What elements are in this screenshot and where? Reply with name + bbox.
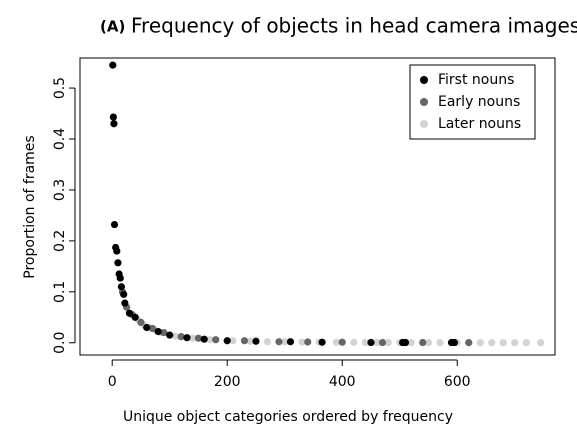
point (373, 338, 381, 347)
point (318, 338, 326, 346)
y-tick-label: 0.5 (52, 77, 68, 99)
point (183, 334, 191, 342)
point (120, 290, 128, 298)
point (154, 327, 162, 336)
y-axis-label: Proportion of frames (22, 135, 38, 278)
point (131, 313, 139, 321)
x-tick-label: 200 (214, 374, 241, 390)
point (286, 338, 295, 346)
point (281, 338, 289, 346)
point (116, 274, 124, 282)
point (177, 333, 185, 341)
x-tick-label: 0 (108, 374, 117, 390)
point (240, 337, 249, 345)
point (384, 338, 392, 347)
point (229, 337, 237, 345)
legend-label: Later nouns (438, 116, 521, 132)
legend-label: First nouns (438, 72, 514, 88)
point (424, 339, 433, 347)
point (378, 338, 387, 347)
point (499, 339, 507, 347)
point (125, 309, 134, 317)
y-tick-label: 0.0 (52, 332, 68, 354)
point (488, 339, 496, 347)
point (367, 338, 375, 347)
point (110, 120, 118, 128)
y-tick-label: 0.1 (52, 281, 68, 303)
point (171, 332, 180, 340)
point (114, 259, 122, 267)
legend-swatch (420, 120, 428, 128)
point (223, 337, 231, 345)
point (537, 339, 545, 347)
point (419, 338, 427, 347)
point (194, 334, 203, 342)
legend-box (409, 64, 536, 140)
point (166, 331, 174, 339)
legend-swatch (420, 76, 428, 84)
panel-label: (A) (100, 18, 125, 36)
x-tick-label: 600 (444, 374, 471, 390)
point (109, 113, 117, 121)
y-tick-label: 0.3 (52, 179, 68, 201)
chart-title: Frequency of objects in head camera imag… (131, 14, 577, 38)
x-tick-label: 400 (329, 374, 356, 390)
point (117, 283, 126, 291)
point (465, 339, 473, 347)
point (109, 61, 117, 69)
point (522, 339, 530, 347)
point (263, 338, 272, 346)
point (511, 339, 519, 347)
point (189, 334, 197, 342)
y-tick-label: 0.2 (52, 230, 68, 252)
point (137, 318, 145, 326)
point (332, 338, 341, 346)
point (160, 328, 168, 337)
point (200, 335, 208, 343)
point (298, 338, 306, 346)
point (476, 339, 484, 347)
point (350, 338, 358, 346)
point (121, 299, 129, 307)
point (338, 338, 346, 346)
point (450, 338, 458, 347)
point (401, 338, 410, 347)
point (304, 338, 312, 346)
point (361, 338, 369, 347)
point (275, 338, 283, 346)
point (113, 247, 121, 255)
plot-frame (79, 57, 556, 356)
legend-swatch (420, 98, 428, 106)
point (143, 323, 151, 332)
point (407, 338, 415, 347)
point (212, 336, 220, 344)
point (148, 324, 157, 333)
point (436, 339, 444, 347)
y-tick-label: 0.4 (52, 128, 68, 150)
point (252, 337, 260, 345)
legend-label: Early nouns (438, 94, 520, 110)
point (206, 336, 214, 344)
point (110, 220, 119, 229)
x-axis-label: Unique object categories ordered by freq… (123, 409, 453, 425)
point (246, 337, 254, 345)
